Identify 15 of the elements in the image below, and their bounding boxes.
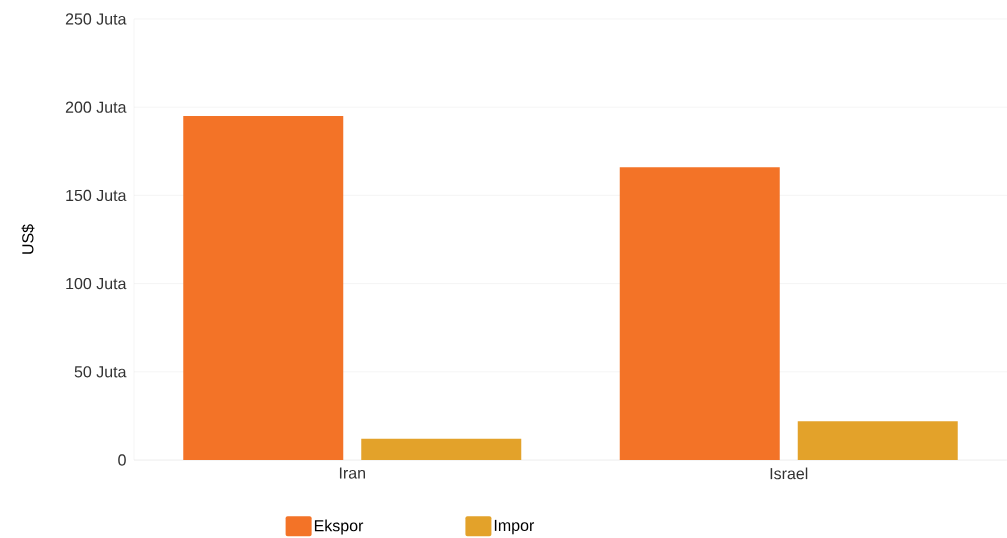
y-axis-title: US$: [21, 224, 35, 254]
x-tick-label: Israel: [770, 467, 808, 480]
y-tick-label: 0: [118, 454, 126, 466]
bar: [619, 167, 780, 460]
y-tick-label: 200 Juta: [65, 101, 127, 113]
y-tick-label: 150 Juta: [66, 189, 127, 202]
bar: [361, 438, 522, 460]
y-tick-label: 100 Juta: [66, 277, 127, 290]
legend-label: Ekspor: [314, 519, 364, 535]
x-tick-label: Iran: [339, 467, 365, 479]
y-tick-label: 250 Juta: [65, 13, 127, 25]
bar: [797, 421, 958, 460]
bar: [183, 116, 344, 460]
y-tick-label: 50 Juta: [74, 366, 127, 378]
legend-label: Impor: [494, 519, 535, 535]
